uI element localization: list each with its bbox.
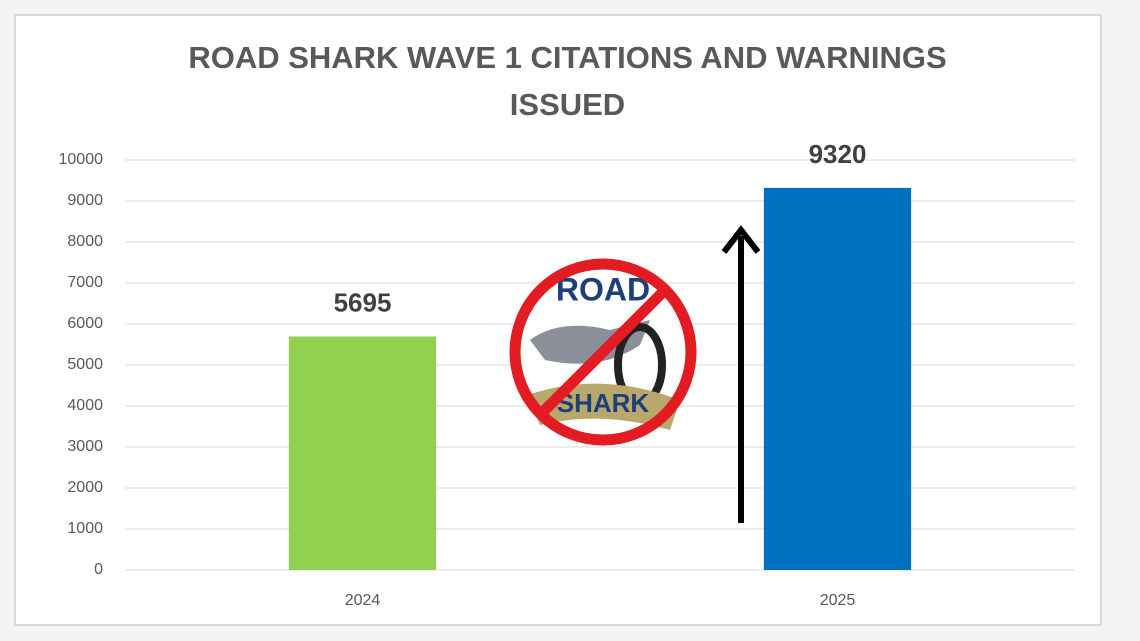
bar <box>763 187 912 570</box>
data-label: 5695 <box>334 287 392 317</box>
y-tick-label: 8000 <box>67 233 103 250</box>
chart-title: ROAD SHARK WAVE 1 CITATIONS AND WARNINGS… <box>188 40 947 122</box>
logo-text: SHARK <box>557 388 650 418</box>
y-tick-label: 2000 <box>67 479 103 496</box>
y-tick-label: 9000 <box>67 192 103 209</box>
y-tick-label: 7000 <box>67 274 103 291</box>
bar <box>288 336 437 570</box>
logo-ring <box>509 258 697 446</box>
y-tick-label: 6000 <box>67 315 103 332</box>
y-tick-label: 5000 <box>67 356 103 373</box>
y-tick-label: 10000 <box>59 151 104 168</box>
x-tick-label: 2025 <box>820 592 856 609</box>
y-tick-label: 4000 <box>67 397 103 414</box>
logo-slash <box>537 286 669 418</box>
data-label: 9320 <box>809 139 867 169</box>
y-tick-label: 3000 <box>67 438 103 455</box>
logo-text: ROAD <box>556 271 650 307</box>
y-tick-label: 1000 <box>67 520 103 537</box>
y-tick-label: 0 <box>94 561 103 578</box>
arrow-head <box>721 225 761 254</box>
x-tick-label: 2024 <box>345 592 381 609</box>
logo: ROAD SHARK <box>509 258 697 446</box>
